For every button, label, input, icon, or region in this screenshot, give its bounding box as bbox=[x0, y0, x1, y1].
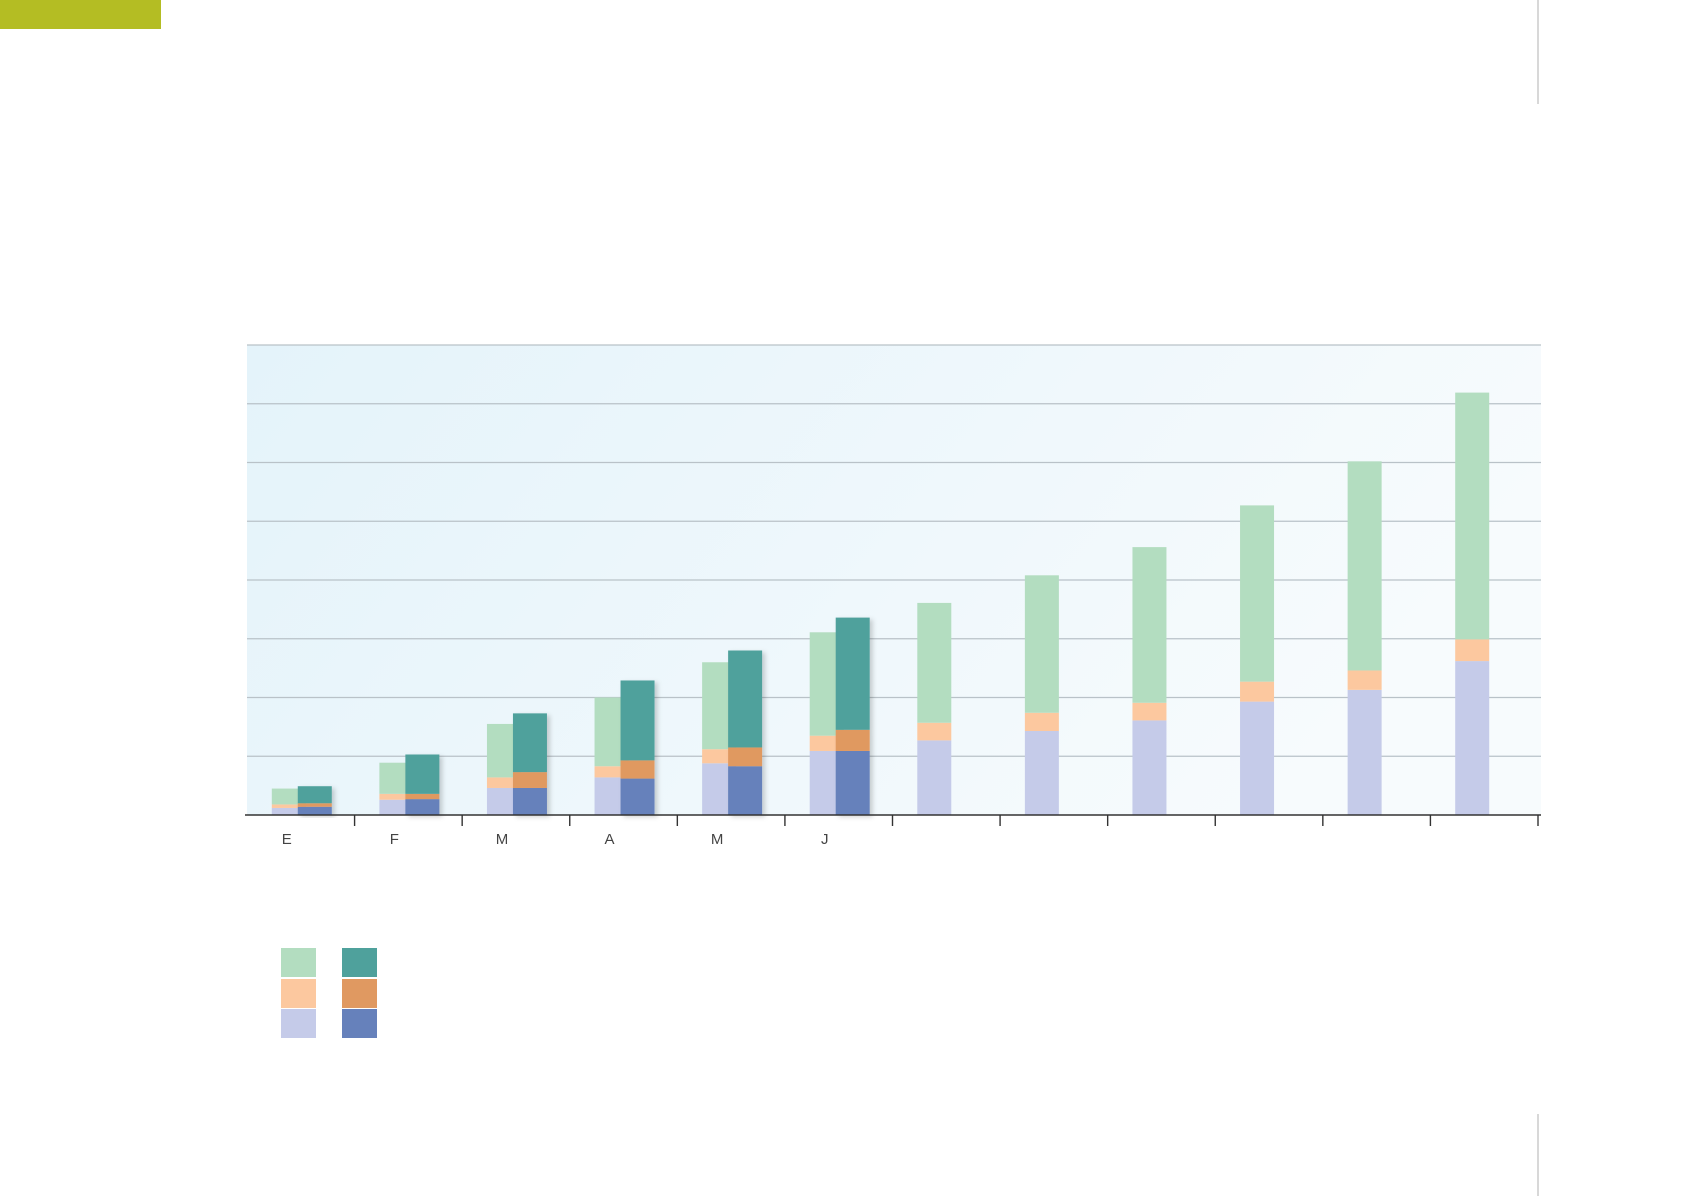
bars bbox=[271, 392, 1490, 815]
bar-stack-dark bbox=[835, 617, 870, 815]
bar-segment-light-3 bbox=[917, 602, 952, 723]
bar-segment-dark-2 bbox=[728, 747, 763, 767]
x-tick-label: E bbox=[282, 831, 292, 848]
bar-segment-dark-3 bbox=[620, 680, 655, 761]
bar-segment-light-1 bbox=[379, 799, 414, 815]
bar-stack-dark bbox=[405, 754, 440, 815]
bar-stack-light bbox=[271, 788, 306, 815]
bar-segment-light-1 bbox=[1455, 661, 1490, 815]
bar-stack-dark bbox=[297, 786, 332, 815]
gridlines bbox=[247, 344, 1541, 757]
bar-stack-light bbox=[1024, 575, 1059, 815]
x-tick-label: F bbox=[390, 831, 399, 848]
bar-stack-dark bbox=[620, 680, 655, 815]
bar-segment-dark-2 bbox=[620, 760, 655, 779]
bar-stack-light bbox=[1240, 505, 1275, 815]
x-tick-label: M bbox=[711, 831, 724, 848]
legend-swatch-light-2 bbox=[281, 979, 316, 1008]
bar-segment-dark-3 bbox=[512, 713, 547, 773]
bar-segment-light-3 bbox=[271, 788, 306, 805]
legend-swatch-dark-2 bbox=[342, 979, 377, 1008]
bar-segment-light-2 bbox=[1024, 712, 1059, 731]
bar-segment-dark-3 bbox=[728, 650, 763, 748]
x-tick-label: A bbox=[605, 831, 615, 848]
bar-segment-dark-3 bbox=[297, 786, 332, 804]
bar-segment-dark-1 bbox=[835, 750, 870, 815]
bar-segment-light-1 bbox=[1024, 730, 1059, 815]
bar-segment-light-3 bbox=[1132, 547, 1167, 703]
legend-swatch-light-3 bbox=[281, 948, 316, 977]
legend-swatch-dark-3 bbox=[342, 948, 377, 977]
x-tick-label: M bbox=[496, 831, 509, 848]
bar-segment-light-1 bbox=[917, 740, 952, 815]
bar-segment-dark-1 bbox=[405, 799, 440, 815]
bar-segment-light-3 bbox=[1240, 505, 1275, 682]
page-margin-line-top bbox=[1537, 0, 1539, 104]
bar-segment-dark-2 bbox=[297, 803, 332, 807]
bar-segment-light-3 bbox=[1347, 461, 1382, 671]
bar-segment-dark-2 bbox=[405, 793, 440, 800]
bar-segment-dark-1 bbox=[728, 766, 763, 815]
bar-segment-light-2 bbox=[1132, 702, 1167, 721]
bar-segment-dark-1 bbox=[297, 806, 332, 815]
bar-segment-light-1 bbox=[1347, 689, 1382, 815]
bar-segment-light-2 bbox=[917, 722, 952, 741]
bar-stack-light bbox=[1132, 547, 1167, 815]
bar-segment-dark-3 bbox=[835, 617, 870, 730]
bar-segment-dark-2 bbox=[512, 772, 547, 788]
bar-segment-light-2 bbox=[271, 804, 306, 808]
bar-segment-light-3 bbox=[1455, 392, 1490, 640]
legend-swatch-dark-1 bbox=[342, 1009, 377, 1038]
legend-swatch-light-1 bbox=[281, 1009, 316, 1038]
bar-segment-light-3 bbox=[1024, 575, 1059, 713]
bar-segment-light-1 bbox=[271, 807, 306, 815]
bar-segment-light-2 bbox=[1455, 639, 1490, 662]
bar-segment-dark-3 bbox=[405, 754, 440, 794]
bar-segment-light-1 bbox=[1132, 720, 1167, 815]
page-margin-line-bottom bbox=[1537, 1114, 1539, 1196]
bar-segment-light-2 bbox=[1240, 681, 1275, 702]
bar-segment-light-2 bbox=[702, 749, 737, 764]
bar-stack-light bbox=[1347, 461, 1382, 815]
bar-segment-light-2 bbox=[594, 766, 629, 778]
x-tick-label: J bbox=[821, 831, 829, 848]
legend bbox=[281, 948, 377, 1038]
bar-stack-light bbox=[917, 602, 952, 815]
bar-segment-dark-1 bbox=[620, 778, 655, 815]
bar-segment-light-2 bbox=[809, 735, 844, 751]
bar-segment-light-2 bbox=[486, 777, 521, 788]
bar-stack-dark bbox=[728, 650, 763, 815]
bar-segment-light-2 bbox=[379, 793, 414, 800]
bar-segment-dark-2 bbox=[835, 729, 870, 751]
bar-segment-light-1 bbox=[1240, 701, 1275, 815]
bar-stack-light bbox=[1455, 392, 1490, 815]
bar-segment-light-2 bbox=[1347, 670, 1382, 690]
corner-accent-tab bbox=[0, 0, 161, 29]
bar-segment-dark-1 bbox=[512, 787, 547, 815]
bar-stack-dark bbox=[512, 713, 547, 815]
